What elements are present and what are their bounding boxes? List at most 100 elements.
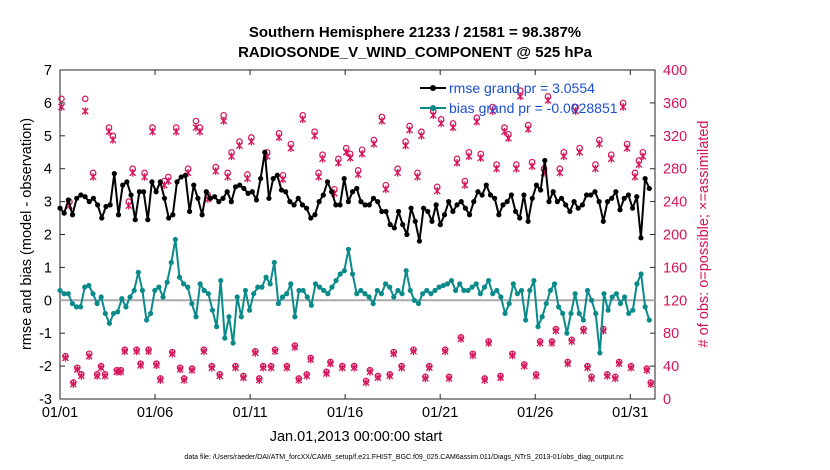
bias-point [564,330,570,336]
obs-assimilated-point [311,132,319,140]
obs-assimilated-point [441,347,449,356]
obs-assimilated-point [394,169,402,177]
bias-point [123,304,129,310]
obs-assimilated-point [536,339,544,347]
x-tick-label: 01/26 [517,405,553,421]
rmse-point [120,182,126,188]
obs-assimilated-point [516,92,524,101]
bias-point [469,284,475,290]
bias-point [341,268,347,274]
bias-point [255,284,261,290]
bias-point [152,287,158,294]
rmse-point [203,189,209,195]
rmse-point [303,205,310,211]
bias-point [296,287,302,294]
rmse-point [253,197,260,203]
obs-possible-point [81,95,89,103]
bias-point [382,281,389,287]
bias-point [420,291,426,297]
rmse-point [262,149,268,155]
rmse-point [111,171,117,177]
obs-assimilated-point [485,339,493,347]
obs-assimilated-point [145,347,152,356]
bias-point [201,287,207,294]
bias-point [547,287,553,294]
rmse-point [316,199,322,205]
obs-assimilated-point [520,362,528,370]
rmse-point [207,195,214,201]
rmse-point [483,182,489,188]
rmse-point [617,207,623,213]
rmse-point [529,195,535,201]
obs-assimilated-point [512,164,520,173]
obs-assimilated-point [544,96,552,105]
rmse-point [232,184,239,190]
rmse-point [408,205,414,211]
rmse-point [496,212,502,218]
rmse-point [362,202,368,208]
rmse-point [266,195,272,201]
obs-assimilated-point [101,372,109,380]
obs-assimilated-point [255,376,263,384]
y-left-tick-label: 5 [44,129,52,145]
y-right-tick-label: 40 [663,359,679,375]
rmse-point [629,205,636,211]
rmse-point [646,185,652,192]
rmse-point [345,199,351,205]
bias-point [543,300,549,307]
chart-title-line2: RADIOSONDE_V_WIND_COMPONENT @ 525 hPa [238,44,593,61]
bias-point [57,287,63,294]
obs-assimilated-point [449,123,457,132]
rmse-point [354,185,360,192]
obs-assimilated-point [643,366,651,375]
bias-point [259,284,265,290]
bias-point [251,291,257,297]
rmse-point [504,199,510,205]
rmse-point [500,202,506,208]
bias-point [263,274,269,280]
rmse-point [395,208,402,215]
obs-assimilated-point [378,117,386,125]
bias-point [485,277,492,284]
rmse-point [400,222,406,228]
obs-assimilated-point [588,374,595,383]
obs-assimilated-point [243,174,251,183]
obs-assimilated-point [580,326,588,335]
rmse-point [425,208,431,215]
bias-point [69,300,75,307]
rmse-point [366,202,372,208]
y-right-tick-label: 160 [663,260,687,276]
rmse-point [642,175,648,182]
rmse-point [308,215,314,221]
bias-point [473,281,479,287]
rmse-point [212,194,218,200]
obs-assimilated-point [572,107,580,115]
bias-point [82,284,88,290]
bias-point [61,291,67,297]
bias-point [300,287,306,294]
obs-assimilated-point [635,160,643,169]
bias-point [638,271,644,277]
rmse-point [132,217,138,223]
obs-assimilated-point [445,374,453,383]
rmse-point [78,192,84,198]
bias-point [317,284,323,290]
obs-assimilated-point [121,347,129,356]
bias-point [106,320,113,326]
obs-assimilated-point [410,347,417,356]
bias-point [378,291,385,297]
rmse-point [228,199,234,205]
obs-assimilated-point [299,115,307,124]
bias-point [197,281,203,287]
bias-point [642,304,648,310]
obs-possible-point [192,117,200,125]
legend: rmse grand pr = 3.0554 bias grand pr = -… [420,80,618,116]
rmse-point [90,195,97,201]
bias-point [465,287,471,294]
bias-point [506,300,512,307]
obs-assimilated-point [342,148,350,157]
x-tick-label: 01/06 [137,405,173,421]
bias-point [374,287,380,294]
bias-point [185,284,191,290]
obs-assimilated-point [568,337,576,346]
